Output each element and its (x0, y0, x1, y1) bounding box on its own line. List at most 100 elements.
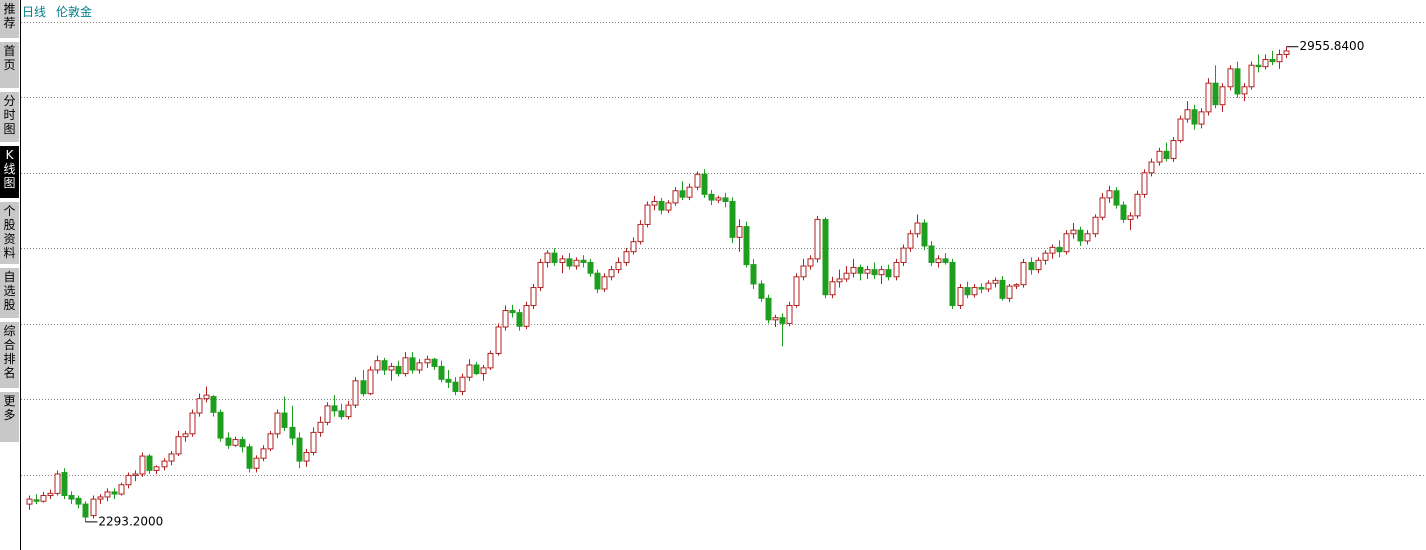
candle-body (68, 495, 75, 500)
candle-body (1084, 233, 1091, 242)
candle-body (630, 241, 637, 253)
candle-body (239, 439, 246, 448)
candle-body (210, 396, 217, 413)
sidebar-tab[interactable]: K线图 (0, 146, 19, 198)
candle-body (146, 455, 153, 471)
sidebar-tab[interactable]: 推荐 (0, 0, 19, 38)
candle-body (1092, 216, 1099, 235)
candle-body (992, 279, 999, 284)
candle-body (878, 269, 885, 276)
candle-body (267, 433, 274, 450)
candle-body (1262, 59, 1269, 68)
candle-body (47, 492, 54, 497)
candle-body (61, 472, 68, 497)
candle-body (33, 499, 40, 502)
candle-body (395, 365, 402, 375)
candle-body (168, 453, 175, 462)
candle-body (253, 457, 260, 469)
candle-body (111, 491, 118, 495)
candle-body (765, 297, 772, 321)
candle-body (651, 200, 658, 206)
candle-body (843, 272, 850, 280)
candle-body (608, 269, 615, 278)
candle-body (296, 437, 303, 462)
candle-body (509, 309, 516, 314)
period[interactable]: 日线 (22, 5, 47, 19)
candle-body (161, 460, 168, 468)
candle-body (623, 251, 630, 263)
candle-body (679, 190, 686, 198)
candle-body (814, 218, 821, 260)
candle-body (310, 431, 317, 453)
candle-body (1205, 82, 1212, 113)
candle-body (885, 269, 892, 278)
candle-body (303, 451, 310, 462)
sidebar-tab[interactable]: 首页 (0, 42, 19, 88)
candle-body (1255, 64, 1262, 68)
candle-body (1106, 190, 1113, 199)
candle-body (1120, 204, 1127, 220)
candle-body (431, 358, 438, 367)
candle-body (125, 474, 132, 486)
sidebar-tab[interactable]: 分时图 (0, 92, 19, 142)
candle-body (203, 394, 210, 400)
candle-body (644, 204, 651, 225)
candle-body (665, 202, 672, 211)
candle-body (1035, 259, 1042, 271)
sidebar-tab[interactable]: 个股资料 (0, 202, 19, 264)
candle-body (551, 252, 558, 263)
candle-body (502, 309, 509, 328)
candle-body (566, 258, 573, 267)
candle-body (1234, 68, 1241, 95)
candle-body (1063, 233, 1070, 253)
candle-body (473, 364, 480, 375)
candle-body (381, 360, 388, 371)
candle-body (544, 252, 551, 263)
candle-body (246, 446, 253, 469)
candle-body (1028, 261, 1035, 271)
candle-body (573, 259, 580, 267)
candle-body (1006, 285, 1013, 299)
candle-body (921, 222, 928, 247)
candle-body (225, 437, 232, 446)
candle-body (1070, 229, 1077, 235)
candle-body (537, 261, 544, 289)
candle-body (864, 269, 871, 274)
candle-body (345, 404, 352, 418)
sidebar-tab[interactable]: 自选股 (0, 268, 19, 318)
candle-body (694, 173, 701, 188)
candle-body (779, 317, 786, 324)
candle-body (914, 222, 921, 235)
candle-body (360, 380, 367, 395)
candle-body (1227, 68, 1234, 88)
extreme-label: 2955.8400 (1299, 39, 1364, 53)
candle-body (772, 317, 779, 321)
candle-body (1077, 229, 1084, 242)
candle-body (1212, 82, 1219, 106)
candle-body (40, 495, 47, 502)
candle-body (978, 287, 985, 290)
candle-body (438, 365, 445, 380)
candle-body (97, 496, 104, 500)
candle-body (1184, 109, 1191, 120)
candle-body (54, 473, 61, 494)
candle-body (1020, 261, 1027, 286)
candle-body (928, 245, 935, 263)
candle-body (807, 258, 814, 267)
candle-body (871, 269, 878, 276)
candle-body (971, 287, 978, 296)
candle-body (82, 503, 89, 518)
candle-body (587, 261, 594, 274)
sidebar-tab[interactable]: 更多 (0, 392, 19, 442)
candle-body (942, 258, 949, 263)
candle-body (523, 304, 530, 327)
candle-body (424, 358, 431, 364)
candle-body (1198, 111, 1205, 125)
header: 日线 伦敦金 (22, 3, 102, 20)
candle-body (836, 278, 843, 283)
candle-body (445, 378, 452, 383)
sidebar-tab[interactable]: 综合排名 (0, 322, 19, 388)
candle-body (1170, 140, 1177, 159)
